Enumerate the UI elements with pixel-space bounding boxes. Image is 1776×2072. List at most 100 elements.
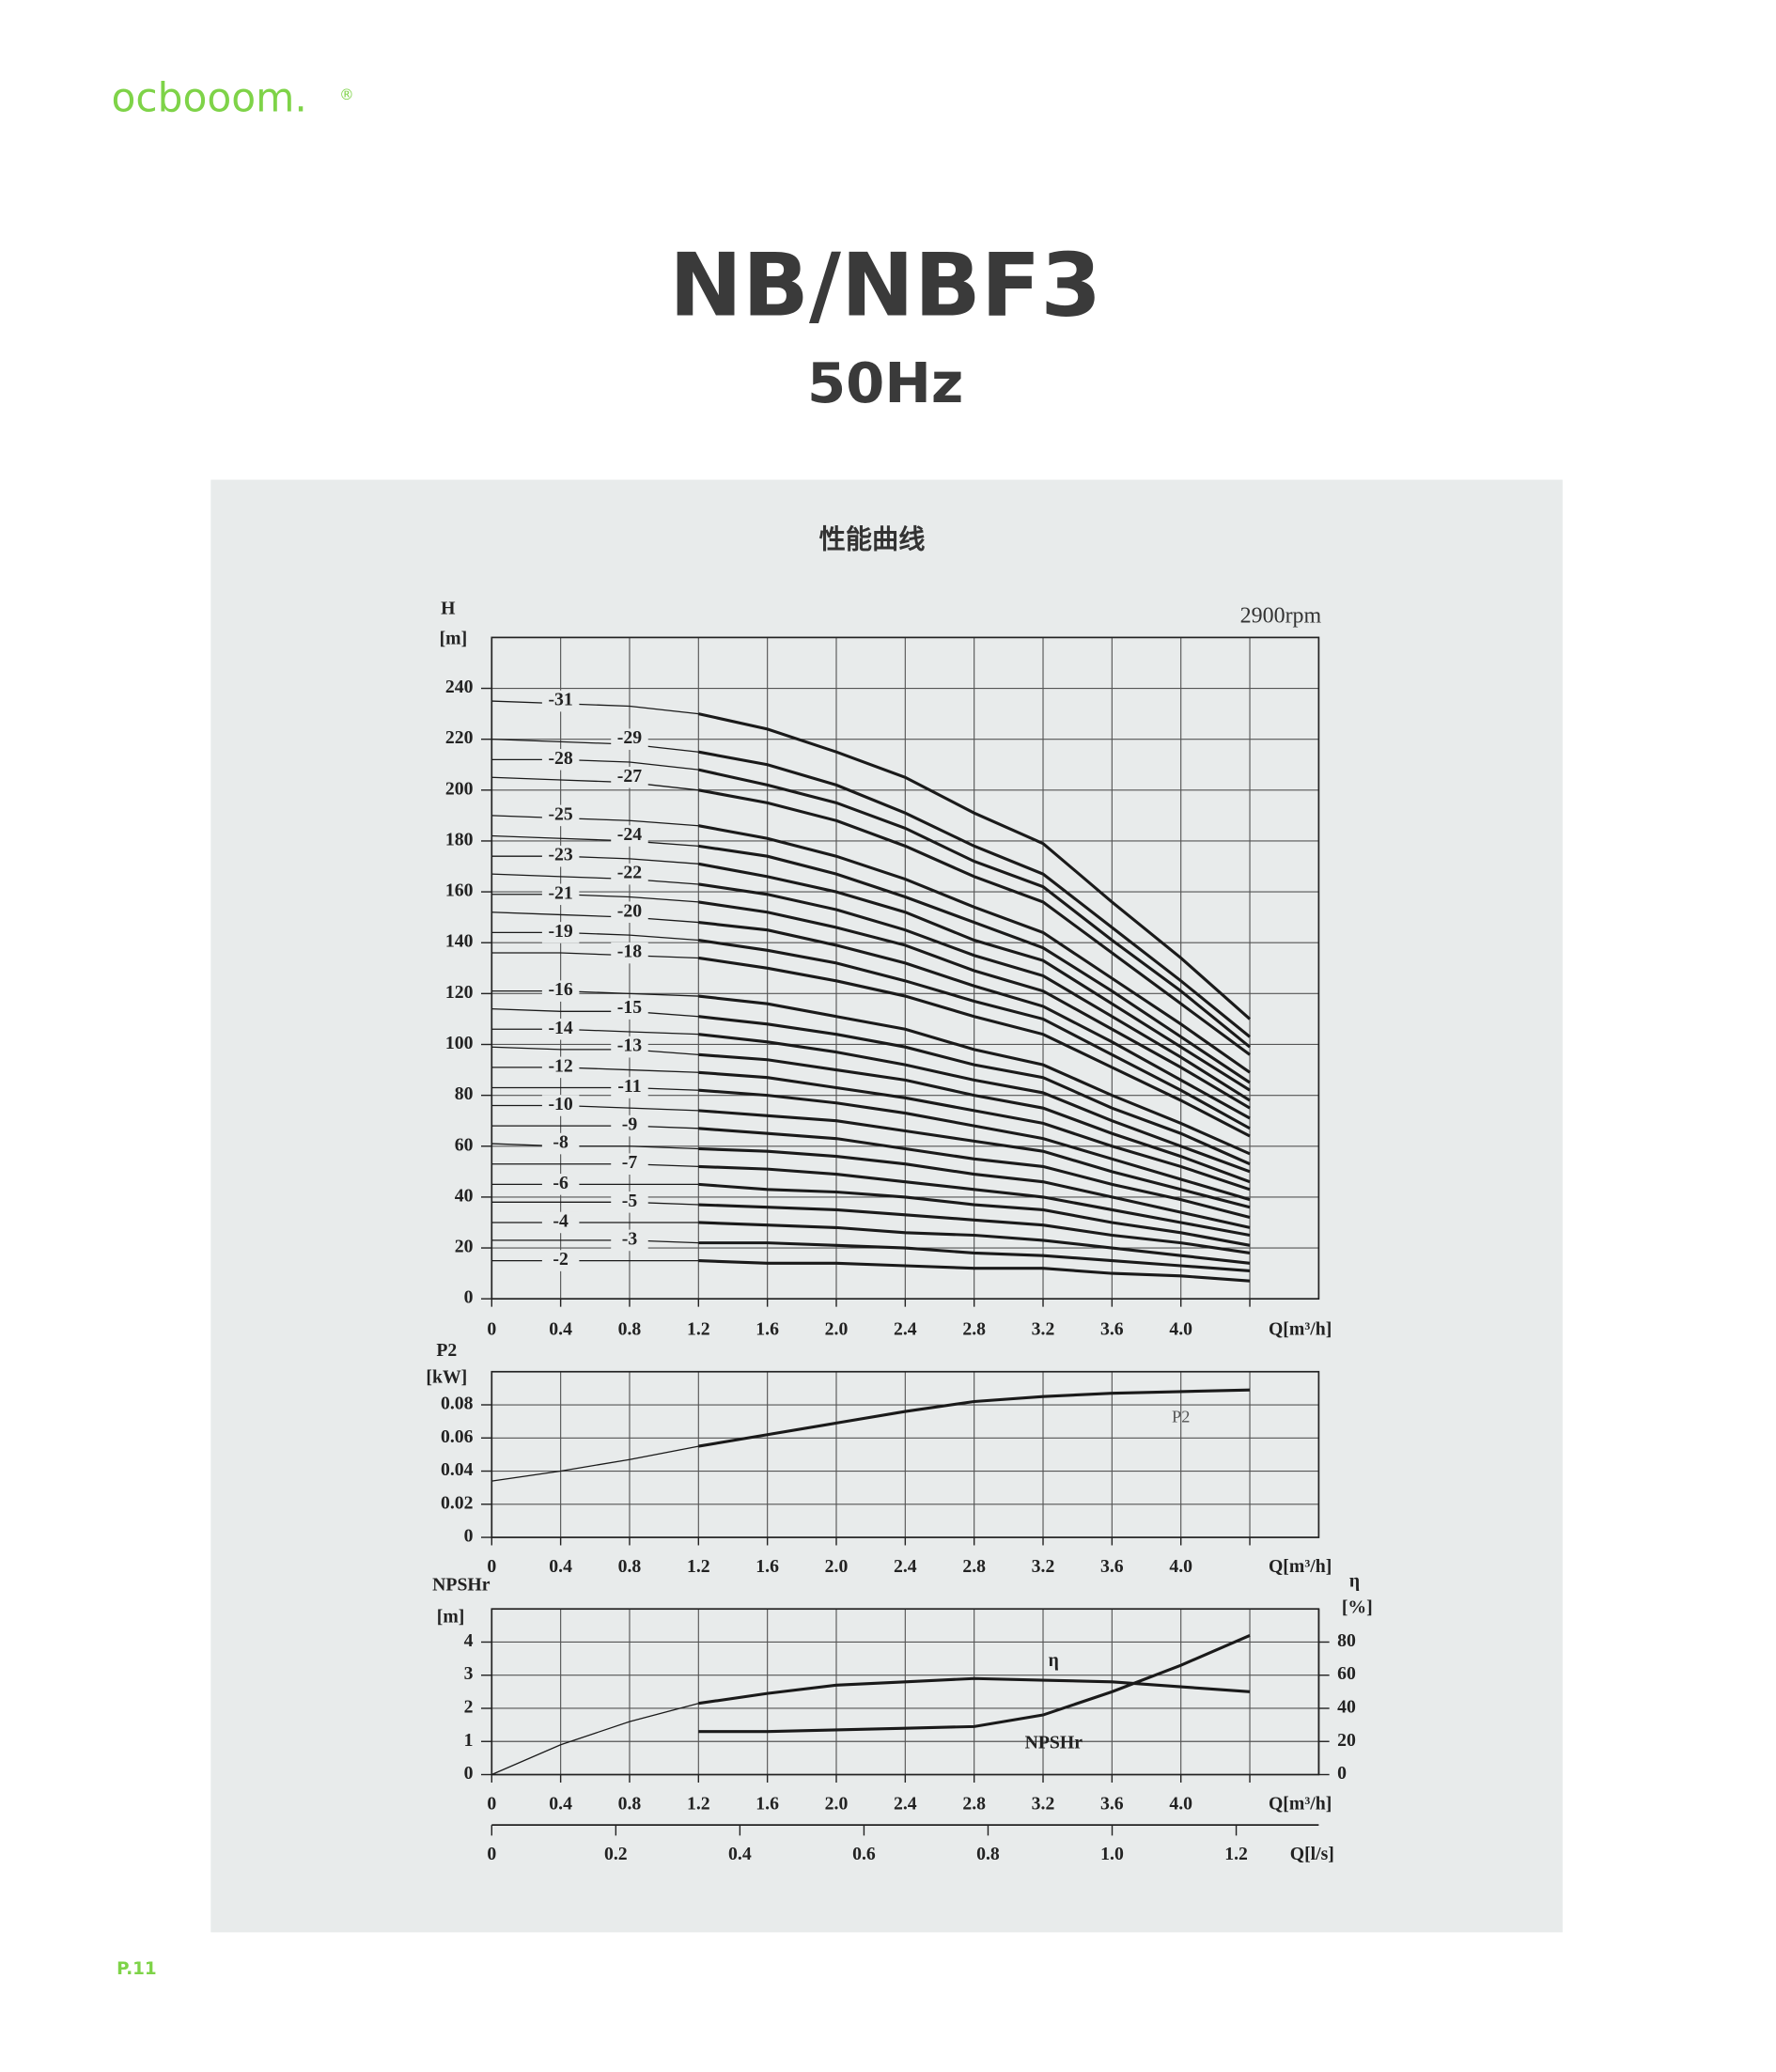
y-tick-label: 0.02 (441, 1492, 474, 1513)
curve (698, 1259, 1251, 1283)
x-tick-label: 1.2 (687, 1319, 710, 1340)
series-label: -7 (622, 1152, 638, 1173)
y2-tick-label: 20 (1337, 1730, 1356, 1751)
series-label: -9 (622, 1114, 638, 1135)
curve (698, 1146, 1251, 1229)
label-bg (611, 998, 648, 1020)
x2-tick-label: 0 (487, 1844, 496, 1864)
curve (491, 855, 699, 865)
y-tick-label: 0.06 (441, 1426, 474, 1447)
brand-mark: ® (339, 86, 354, 103)
y-tick-label: 100 (445, 1033, 474, 1053)
y2-tick-label: 80 (1337, 1630, 1356, 1651)
curve (491, 1028, 699, 1036)
curve (697, 768, 1252, 1049)
curve (698, 1015, 1251, 1166)
x-axis-label: Q[m³/h] (1269, 1793, 1332, 1814)
series-label: -4 (553, 1211, 569, 1232)
curve (697, 712, 1252, 1020)
y-tick-label: 20 (455, 1237, 474, 1257)
curve (698, 938, 1251, 1130)
x-tick-label: 0.8 (618, 1556, 642, 1577)
y-tick-label: 0.08 (441, 1394, 474, 1414)
x-tick-label: 2.0 (825, 1793, 849, 1814)
curve (491, 1201, 699, 1206)
y-tick-label: 0 (464, 1763, 474, 1784)
y-tick-label: 0 (464, 1526, 474, 1547)
y-tick-label: 120 (445, 982, 474, 1003)
curve (491, 758, 699, 771)
curve (491, 1163, 699, 1168)
series-label: -23 (548, 845, 572, 865)
y-tick-label: 3 (464, 1663, 474, 1684)
x-tick-label: 1.6 (756, 1319, 779, 1340)
x-tick-label: 1.2 (687, 1793, 710, 1814)
y2-axis-unit: [%] (1342, 1597, 1373, 1618)
x-tick-label: 3.6 (1100, 1556, 1124, 1577)
curve (698, 1070, 1251, 1192)
x-tick-label: 3.6 (1100, 1793, 1124, 1814)
panel (210, 479, 1563, 1933)
series-label: -19 (548, 921, 572, 942)
title: NB/NBF3 (669, 235, 1101, 336)
y-axis-unit: [m] (437, 1607, 465, 1628)
y-tick-label: 80 (455, 1083, 474, 1104)
y-tick-label: 40 (455, 1185, 474, 1206)
curve (698, 1109, 1251, 1209)
curve (698, 956, 1251, 1138)
y-tick-label: 4 (464, 1630, 474, 1651)
curve (698, 1241, 1251, 1272)
x2-tick-label: 1.2 (1224, 1844, 1248, 1864)
label-bg (611, 766, 648, 788)
curve (698, 882, 1251, 1102)
x-tick-label: 3.2 (1032, 1793, 1055, 1814)
label-bg (611, 1077, 648, 1098)
series-label: NPSHr (1025, 1733, 1083, 1753)
x-axis-label: Q[m³/h] (1269, 1319, 1332, 1340)
label-bg (541, 1056, 580, 1079)
y2-tick-label: 0 (1337, 1763, 1347, 1784)
x-tick-label: 4.0 (1169, 1793, 1192, 1814)
curve (698, 921, 1251, 1120)
plot-frame (491, 1370, 1320, 1538)
curve (698, 1052, 1251, 1184)
series-label: -14 (548, 1018, 572, 1038)
curve (491, 776, 699, 791)
label-bg (541, 749, 580, 771)
curve (491, 815, 699, 827)
curve (698, 1633, 1251, 1734)
curve (698, 900, 1251, 1110)
series-label: -31 (548, 690, 572, 710)
x-tick-label: 0.8 (618, 1793, 642, 1814)
y-axis-unit: [m] (440, 629, 468, 649)
curve (698, 1203, 1251, 1254)
series-label: P2 (1172, 1407, 1190, 1425)
x-tick-label: 0.4 (549, 1556, 572, 1577)
label-bg (611, 901, 648, 924)
y-tick-label: 60 (455, 1134, 474, 1155)
curve (698, 1088, 1251, 1202)
x-tick-label: 1.6 (756, 1556, 779, 1577)
series-label: -10 (548, 1094, 572, 1114)
series-label: -13 (617, 1036, 642, 1056)
x-tick-label: 3.2 (1032, 1319, 1055, 1340)
x-tick-label: 4.0 (1169, 1319, 1192, 1340)
label-bg (541, 980, 580, 1002)
curve (698, 1676, 1251, 1706)
label-bg (541, 1250, 580, 1271)
x-tick-label: 3.2 (1032, 1556, 1055, 1577)
curve (698, 750, 1252, 1038)
curve (491, 1007, 699, 1018)
curve (698, 1164, 1251, 1238)
curve (491, 952, 699, 959)
curve (491, 1239, 699, 1244)
series-label: -15 (617, 997, 642, 1018)
series-label: -20 (617, 900, 642, 921)
curve (491, 1104, 699, 1112)
x2-tick-label: 0.2 (604, 1844, 628, 1864)
x-tick-label: 2.4 (894, 1793, 917, 1814)
x-tick-label: 2.8 (962, 1793, 986, 1814)
series-label: -21 (548, 882, 572, 903)
y-axis-unit: [kW] (426, 1366, 467, 1387)
